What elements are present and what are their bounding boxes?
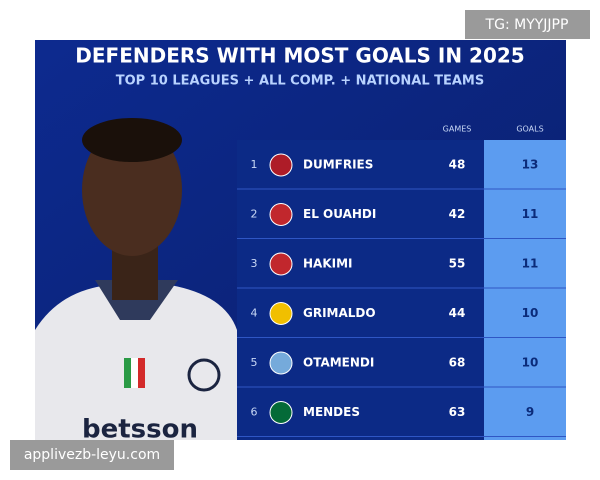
flag bbox=[269, 302, 293, 325]
flag bbox=[269, 252, 293, 276]
rank: 4 bbox=[251, 307, 258, 320]
games: 55 bbox=[449, 257, 466, 271]
column-header: GOALS bbox=[516, 125, 543, 134]
player-name: GRIMALDO bbox=[303, 306, 376, 320]
watermark-box bbox=[465, 10, 590, 39]
flag bbox=[269, 153, 293, 177]
player-name: OTAMENDI bbox=[303, 356, 374, 370]
goals: 10 bbox=[522, 306, 539, 320]
rank: 3 bbox=[251, 257, 258, 270]
rank: 6 bbox=[251, 406, 258, 419]
games: 68 bbox=[449, 356, 466, 370]
svg-text:betsson: betsson bbox=[82, 415, 198, 445]
watermark: TG: MYYJJPP bbox=[485, 17, 569, 33]
player-name: MENDES bbox=[303, 405, 360, 419]
games: 63 bbox=[449, 405, 466, 419]
games: 42 bbox=[449, 207, 466, 221]
flag bbox=[269, 351, 293, 375]
column-header: GAMES bbox=[443, 125, 472, 134]
goals-column bbox=[484, 140, 566, 440]
watermark: applivezb-leyu.com bbox=[24, 447, 160, 463]
watermark-box bbox=[10, 440, 174, 470]
flag bbox=[269, 203, 293, 226]
rank: 1 bbox=[251, 158, 258, 171]
player-name: HAKIMI bbox=[303, 257, 353, 271]
goals: 9 bbox=[526, 405, 534, 419]
title: DEFENDERS WITH MOST GOALS IN 2025 bbox=[75, 44, 524, 68]
goals: 10 bbox=[522, 356, 539, 370]
rank: 5 bbox=[251, 356, 258, 369]
goals: 11 bbox=[522, 257, 539, 271]
goals: 11 bbox=[522, 207, 539, 221]
subtitle: TOP 10 LEAGUES + ALL COMP. + NATIONAL TE… bbox=[116, 74, 484, 89]
player-name: DUMFRIES bbox=[303, 158, 373, 172]
table: 1 DUMFRIES 48 13 2 EL OUAHDI 42 11 3 HAKIMI 55 11 4 G… bbox=[237, 153, 566, 437]
player-name: EL OUAHDI bbox=[303, 207, 376, 221]
player-photo: betsson bbox=[35, 118, 237, 445]
games: 48 bbox=[449, 158, 466, 172]
rank: 2 bbox=[251, 208, 258, 221]
goals: 13 bbox=[522, 158, 539, 172]
games: 44 bbox=[449, 306, 466, 320]
flag bbox=[269, 401, 293, 424]
